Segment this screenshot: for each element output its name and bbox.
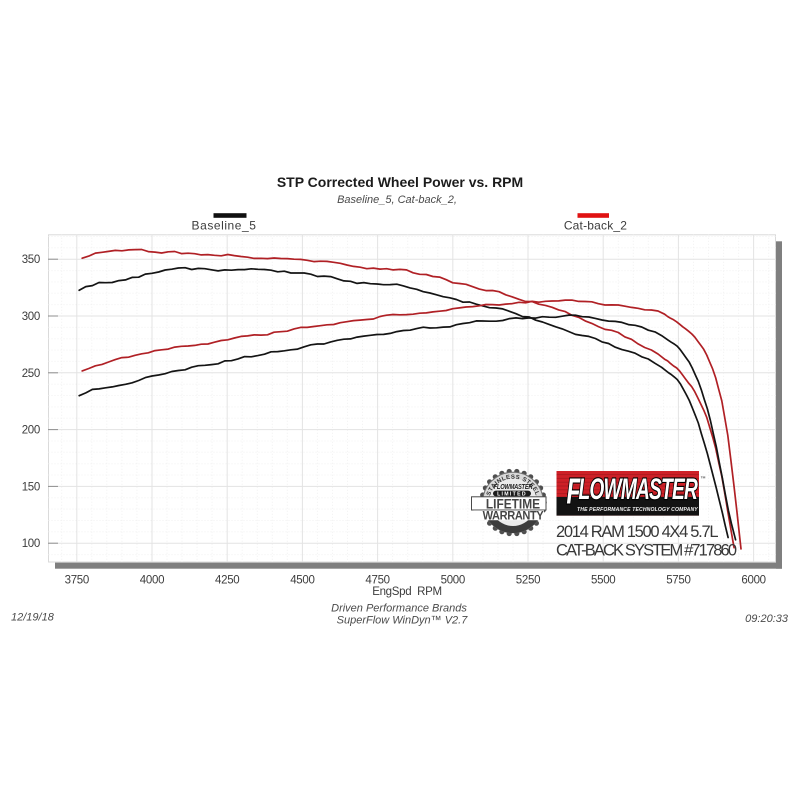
- svg-text:150: 150: [22, 481, 40, 493]
- svg-text:EngSpd RPM: EngSpd RPM: [372, 586, 442, 598]
- svg-text:WARRANTY: WARRANTY: [483, 510, 544, 522]
- svg-text:Driven Performance Brands: Driven Performance Brands: [331, 603, 467, 615]
- svg-text:Baseline_5, Cat-back_2,: Baseline_5, Cat-back_2,: [337, 194, 457, 206]
- svg-text:LIFETIME: LIFETIME: [486, 495, 540, 511]
- svg-text:Cat-back_2: Cat-back_2: [564, 219, 627, 233]
- svg-text:4500: 4500: [290, 575, 314, 587]
- svg-text:3750: 3750: [65, 575, 89, 587]
- svg-text:5500: 5500: [591, 575, 615, 587]
- svg-text:5000: 5000: [441, 575, 465, 587]
- svg-text:LIMITED: LIMITED: [497, 491, 527, 497]
- svg-text:Baseline_5: Baseline_5: [192, 219, 257, 233]
- svg-text:SuperFlow WinDyn™ V2.7: SuperFlow WinDyn™ V2.7: [337, 615, 469, 627]
- svg-text:200: 200: [22, 425, 40, 437]
- svg-text:STP Corrected Wheel Power vs.: STP Corrected Wheel Power vs. RPM: [277, 174, 523, 190]
- svg-text:™: ™: [700, 476, 706, 482]
- svg-text:FLOWMASTER: FLOWMASTER: [567, 473, 698, 512]
- svg-text:350: 350: [22, 254, 40, 266]
- svg-text:FLOWMASTER: FLOWMASTER: [494, 483, 533, 491]
- svg-text:6000: 6000: [741, 575, 765, 587]
- svg-text:12/19/18: 12/19/18: [11, 612, 55, 624]
- svg-text:4750: 4750: [365, 575, 389, 587]
- svg-text:2014 RAM 1500 4X4 5.7L: 2014 RAM 1500 4X4 5.7L: [556, 523, 719, 541]
- svg-text:CAT-BACK SYSTEM #717860: CAT-BACK SYSTEM #717860: [556, 542, 737, 560]
- svg-text:5750: 5750: [666, 575, 690, 587]
- svg-text:5250: 5250: [516, 575, 540, 587]
- svg-text:4250: 4250: [215, 575, 239, 587]
- svg-text:09:20:33: 09:20:33: [745, 613, 789, 625]
- svg-text:300: 300: [22, 311, 40, 323]
- svg-text:250: 250: [22, 368, 40, 380]
- svg-text:100: 100: [22, 538, 40, 550]
- svg-text:THE PERFORMANCE TECHNOLOGY COM: THE PERFORMANCE TECHNOLOGY COMPANY: [577, 507, 698, 513]
- svg-text:4000: 4000: [140, 575, 164, 587]
